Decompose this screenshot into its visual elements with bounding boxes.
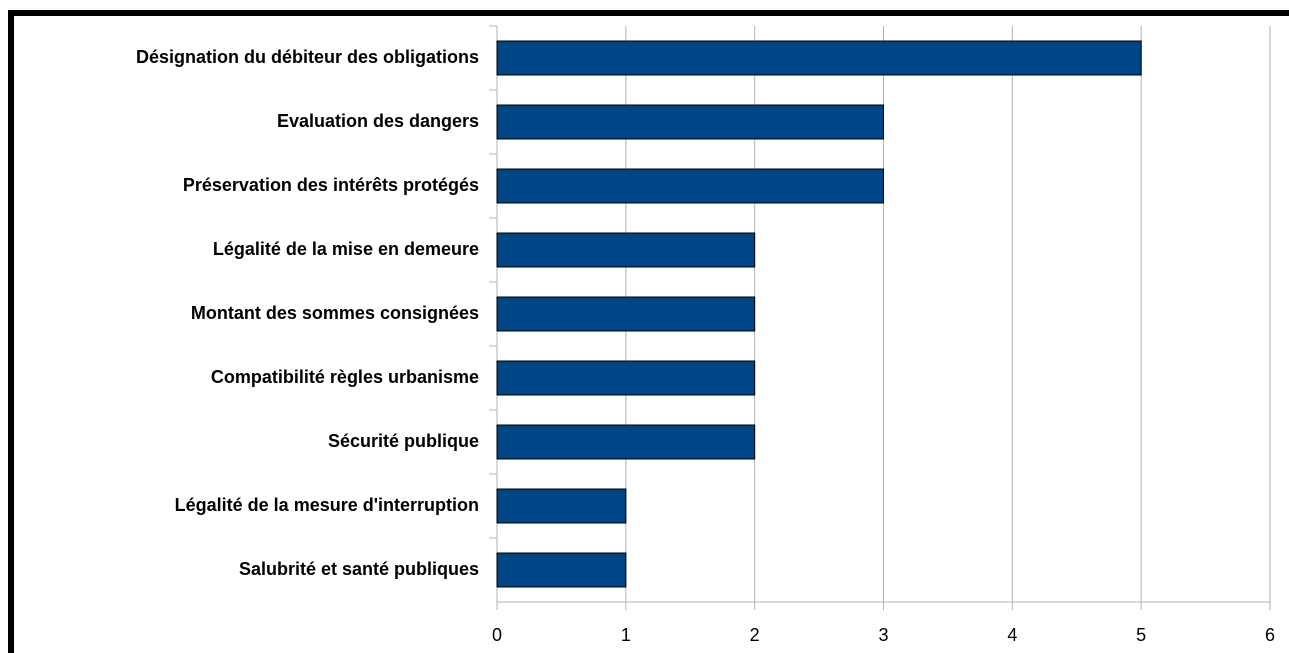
bar xyxy=(496,424,756,460)
bar xyxy=(496,104,884,140)
x-tick-label: 0 xyxy=(492,625,502,645)
x-tick-label: 5 xyxy=(1136,625,1146,645)
x-tick-label: 4 xyxy=(1007,625,1017,645)
y-tick-label: Préservation des intérêts protégés xyxy=(183,175,479,195)
y-tick-label: Montant des sommes consignées xyxy=(191,303,479,323)
x-tick-label: 3 xyxy=(878,625,888,645)
x-tick-label: 1 xyxy=(621,625,631,645)
x-tick-label: 6 xyxy=(1265,625,1275,645)
y-tick-label: Sécurité publique xyxy=(328,431,479,451)
bar xyxy=(496,296,756,332)
y-tick-label: Evaluation des dangers xyxy=(277,111,479,131)
frame xyxy=(8,10,1289,653)
y-tick-label: Légalité de la mise en demeure xyxy=(213,239,479,259)
bar xyxy=(496,40,1142,76)
y-tick-label: Compatibilité règles urbanisme xyxy=(211,367,479,387)
bar xyxy=(496,360,756,396)
x-tick-label: 2 xyxy=(750,625,760,645)
y-tick-label: Salubrité et santé publiques xyxy=(239,559,479,579)
bar xyxy=(496,168,884,204)
bar xyxy=(496,488,627,524)
y-tick-label: Légalité de la mesure d'interruption xyxy=(175,495,479,515)
bar xyxy=(496,552,627,588)
bar xyxy=(496,232,756,268)
y-tick-label: Désignation du débiteur des obligations xyxy=(136,47,479,67)
